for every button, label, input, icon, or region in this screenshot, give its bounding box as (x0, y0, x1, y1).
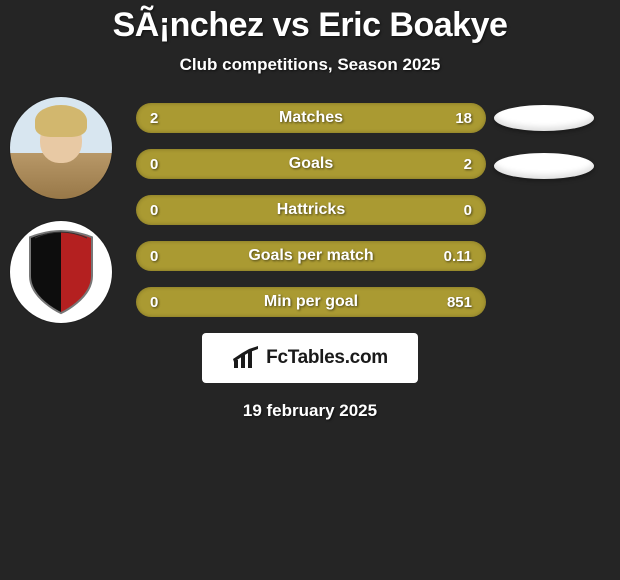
player-avatar (10, 97, 112, 199)
fctables-logo-text: FcTables.com (266, 347, 388, 369)
club-crest-badge (23, 228, 99, 316)
stat-left-value: 2 (150, 103, 158, 133)
stat-label: Goals (289, 155, 333, 173)
stat-label: Min per goal (264, 293, 358, 311)
stat-left-value: 0 (150, 195, 158, 225)
stat-row: 2 Matches 18 (136, 103, 486, 133)
page-title: SÃ¡nchez vs Eric Boakye (0, 0, 620, 45)
stat-left-value: 0 (150, 241, 158, 271)
stat-row: 0 Hattricks 0 (136, 195, 486, 225)
stat-right-value: 18 (455, 103, 472, 133)
avatar-column (10, 97, 120, 323)
stat-row: 0 Min per goal 851 (136, 287, 486, 317)
fctables-logo: FcTables.com (202, 333, 418, 383)
stat-row: 0 Goals per match 0.11 (136, 241, 486, 271)
stat-right-value: 851 (447, 287, 472, 317)
stat-row: 0 Goals 2 (136, 149, 486, 179)
stat-label: Matches (279, 109, 343, 127)
comparison-content: 2 Matches 18 0 Goals 2 0 Hattricks 0 0 Goals per m… (0, 103, 620, 317)
stat-left-value: 0 (150, 149, 158, 179)
stat-right-value: 0.11 (444, 241, 472, 271)
footer-date: 19 february 2025 (0, 401, 620, 421)
chart-icon (232, 346, 260, 370)
stat-right-value: 2 (464, 149, 472, 179)
stat-label: Goals per match (248, 247, 373, 265)
winner-ellipse (494, 153, 594, 179)
page-subtitle: Club competitions, Season 2025 (0, 55, 620, 75)
stat-bars: 2 Matches 18 0 Goals 2 0 Hattricks 0 0 Goals per m… (136, 103, 600, 317)
club-crest (10, 221, 112, 323)
winner-ellipse (494, 105, 594, 131)
stat-left-value: 0 (150, 287, 158, 317)
stat-right-value: 0 (464, 195, 472, 225)
stat-label: Hattricks (277, 201, 345, 219)
